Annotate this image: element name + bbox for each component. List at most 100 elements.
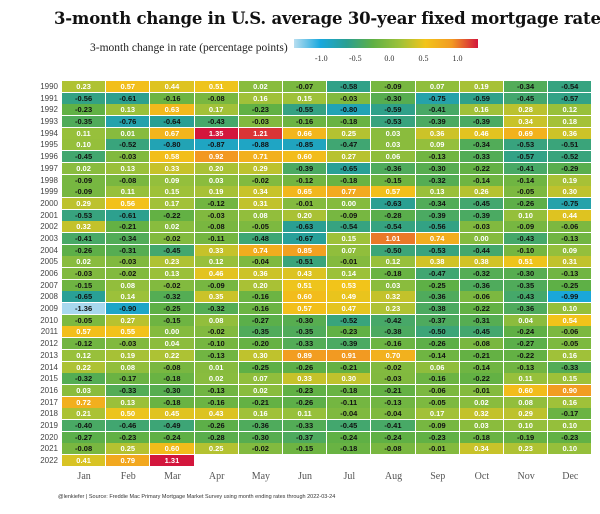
heatmap-cell: -0.24 xyxy=(150,431,194,443)
heatmap-cell: -0.15 xyxy=(371,174,415,186)
heatmap-cell: 0.12 xyxy=(371,256,415,268)
heatmap-cell: 0.30 xyxy=(327,373,371,385)
heatmap-cell: 0.16 xyxy=(238,92,282,104)
heatmap-cell: 0.02 xyxy=(62,162,106,174)
heatmap-cell: 0.57 xyxy=(106,81,150,92)
year-label: 2012 xyxy=(40,339,58,349)
heatmap-cell: 0.67 xyxy=(150,127,194,139)
heatmap-cell: -0.18 xyxy=(371,268,415,280)
year-label: 1991 xyxy=(40,93,58,103)
heatmap-cell: 0.22 xyxy=(150,349,194,361)
heatmap-cell: -0.33 xyxy=(283,420,327,431)
heatmap-cell: -0.23 xyxy=(548,431,592,443)
heatmap-cell: -0.12 xyxy=(62,338,106,350)
heatmap-cell: -0.18 xyxy=(327,116,371,128)
month-label: Jul xyxy=(343,471,356,482)
heatmap-cell: -0.21 xyxy=(238,396,282,408)
heatmap-cell: 0.18 xyxy=(548,116,592,128)
heatmap-cell: 0.10 xyxy=(548,303,592,315)
heatmap-cell: -0.14 xyxy=(504,174,548,186)
heatmap-cell: -0.45 xyxy=(150,244,194,256)
year-label: 2016 xyxy=(40,385,58,395)
heatmap-cell: 0.23 xyxy=(62,81,106,92)
heatmap-cell: 0.14 xyxy=(327,268,371,280)
heatmap-cell: 0.33 xyxy=(283,373,327,385)
heatmap-cell: -0.08 xyxy=(62,443,106,455)
heatmap-cell: -0.05 xyxy=(238,221,282,233)
heatmap-cell: -0.67 xyxy=(283,232,327,244)
heatmap-cell: 0.53 xyxy=(327,279,371,291)
heatmap-cell: 0.51 xyxy=(504,256,548,268)
heatmap-cell: -0.55 xyxy=(283,104,327,116)
heatmap-cell: -0.13 xyxy=(194,384,238,396)
heatmap-cell: 0.12 xyxy=(62,349,106,361)
heatmap-cell: 0.03 xyxy=(371,127,415,139)
heatmap-cell: -0.45 xyxy=(459,326,503,338)
heatmap-cell: -0.26 xyxy=(62,244,106,256)
heatmap-cell: -0.12 xyxy=(194,197,238,209)
heatmap-cell: 0.25 xyxy=(194,443,238,455)
heatmap-cell: 0.03 xyxy=(371,139,415,151)
heatmap-cell: 1.31 xyxy=(150,455,194,467)
heatmap-cell: 0.77 xyxy=(327,186,371,198)
heatmap-cell: -0.33 xyxy=(548,361,592,373)
heatmap-cell: -0.80 xyxy=(150,139,194,151)
heatmap-cell: -0.35 xyxy=(238,326,282,338)
heatmap-cell: 0.58 xyxy=(150,151,194,163)
heatmap-cell: -0.02 xyxy=(371,361,415,373)
heatmap-cell: 0.66 xyxy=(283,127,327,139)
heatmap-cell: -0.27 xyxy=(62,431,106,443)
heatmap-cell: 0.79 xyxy=(106,455,150,467)
heatmap-cell: 0.04 xyxy=(150,338,194,350)
heatmap-cell: -0.47 xyxy=(327,139,371,151)
heatmap-cell: -0.61 xyxy=(106,209,150,221)
heatmap-cell: 0.30 xyxy=(238,349,282,361)
heatmap-cell: -0.23 xyxy=(283,384,327,396)
heatmap-cell: -0.22 xyxy=(504,349,548,361)
heatmap-cell: -0.03 xyxy=(106,151,150,163)
heatmap-cell: 1.21 xyxy=(238,127,282,139)
heatmap-cell: -0.37 xyxy=(283,431,327,443)
heatmap-cell: 0.69 xyxy=(504,127,548,139)
heatmap-cell: 0.60 xyxy=(150,443,194,455)
heatmap-cell: 0.25 xyxy=(106,443,150,455)
year-label: 2022 xyxy=(40,456,58,466)
heatmap-cell: -0.39 xyxy=(283,162,327,174)
year-label: 2004 xyxy=(40,245,58,255)
heatmap-cell: 0.16 xyxy=(548,349,592,361)
heatmap-cell: -0.04 xyxy=(238,256,282,268)
heatmap-cell: -0.02 xyxy=(150,279,194,291)
heatmap-cell: 0.70 xyxy=(371,349,415,361)
heatmap-cell: -0.35 xyxy=(283,326,327,338)
heatmap-cell: 0.17 xyxy=(415,408,459,420)
heatmap-cell: -0.45 xyxy=(327,420,371,431)
year-label: 2000 xyxy=(40,198,58,208)
heatmap-cell: 0.03 xyxy=(459,420,503,431)
heatmap-cell: -0.03 xyxy=(106,338,150,350)
heatmap-cell: 0.85 xyxy=(283,244,327,256)
heatmap-cell: -0.16 xyxy=(194,396,238,408)
heatmap-cell: -0.51 xyxy=(283,256,327,268)
heatmap-cell: -0.03 xyxy=(62,268,106,280)
heatmap-cell: -0.36 xyxy=(371,162,415,174)
heatmap-cell: 0.19 xyxy=(459,81,503,92)
heatmap-cell: 0.44 xyxy=(548,209,592,221)
heatmap-cell: 0.15 xyxy=(327,232,371,244)
heatmap-cell: -0.06 xyxy=(459,291,503,303)
heatmap-cell: -0.39 xyxy=(459,116,503,128)
heatmap-cell: 0.27 xyxy=(106,314,150,326)
heatmap-cell: -0.13 xyxy=(504,361,548,373)
heatmap-cell: 0.34 xyxy=(238,186,282,198)
heatmap-cell: -0.18 xyxy=(150,396,194,408)
heatmap-cell: 0.54 xyxy=(548,314,592,326)
heatmap-cell: -0.52 xyxy=(548,151,592,163)
heatmap-cell: -0.14 xyxy=(459,361,503,373)
heatmap-cell: 0.57 xyxy=(371,186,415,198)
heatmap-cell: -0.36 xyxy=(238,420,282,431)
heatmap-cell: 0.36 xyxy=(548,127,592,139)
heatmap-cell: -0.17 xyxy=(548,408,592,420)
heatmap-cell: -0.44 xyxy=(459,244,503,256)
heatmap-cell: -0.38 xyxy=(371,326,415,338)
heatmap-cell: -0.02 xyxy=(150,232,194,244)
heatmap-cell: 0.51 xyxy=(283,279,327,291)
